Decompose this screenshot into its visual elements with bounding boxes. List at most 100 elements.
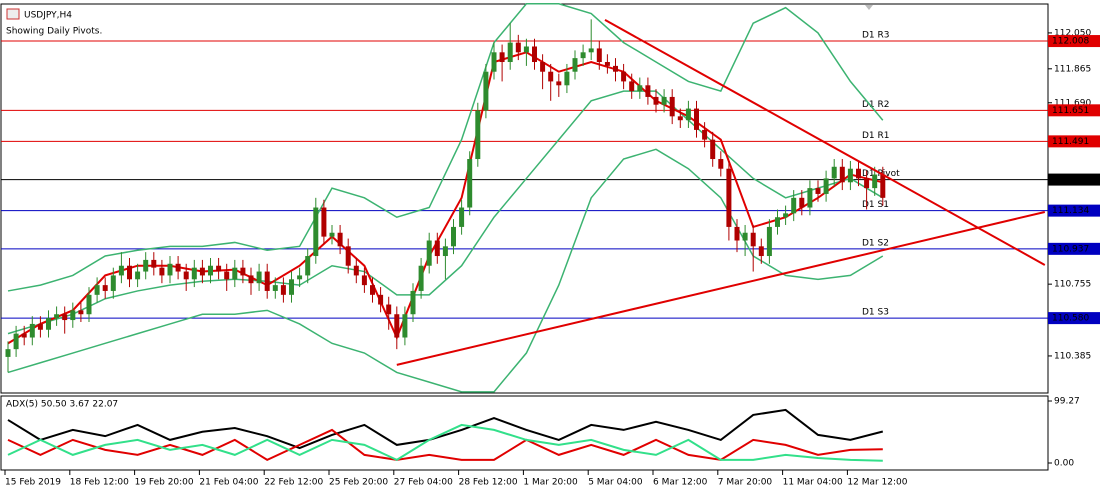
x-tick-label: 1 Mar 20:00 bbox=[523, 478, 578, 488]
y-tick-label: 99.27 bbox=[1054, 397, 1080, 407]
x-tick-label: 21 Feb 04:00 bbox=[199, 478, 258, 488]
candle-body bbox=[645, 85, 651, 97]
pivot-tag bbox=[1048, 204, 1100, 217]
candle-body bbox=[280, 285, 286, 295]
y-tick-label: 0.00 bbox=[1054, 459, 1074, 469]
pivot-value: 112.008 bbox=[1052, 37, 1089, 47]
candle-body bbox=[289, 279, 294, 295]
trendline bbox=[396, 211, 1046, 366]
candle-body bbox=[807, 188, 813, 208]
candle-body bbox=[361, 275, 367, 286]
pivot-value: 111.134 bbox=[1052, 206, 1089, 216]
candle-body bbox=[370, 285, 375, 295]
indicator-line bbox=[7, 428, 883, 462]
candle-body bbox=[839, 166, 845, 183]
candle-body bbox=[661, 96, 667, 105]
candle-body bbox=[37, 323, 43, 330]
candle-body bbox=[313, 207, 319, 257]
candle-body bbox=[337, 232, 343, 247]
y-tick-label: 111.690 bbox=[1054, 98, 1091, 108]
candle-body bbox=[297, 275, 303, 280]
candle-body bbox=[515, 42, 521, 53]
y-tick-label: 110.755 bbox=[1054, 280, 1091, 290]
candle-body bbox=[710, 139, 716, 160]
candle-body bbox=[775, 217, 780, 227]
candle-body bbox=[532, 46, 537, 63]
candle-body bbox=[208, 265, 213, 276]
candle-body bbox=[799, 197, 805, 208]
candle-body bbox=[5, 349, 11, 357]
candle-body bbox=[386, 304, 392, 315]
x-tick-label: 19 Feb 20:00 bbox=[135, 478, 194, 488]
candle-body bbox=[199, 267, 205, 276]
candle-body bbox=[718, 159, 724, 169]
candle-body bbox=[410, 290, 416, 315]
pivot-label: D1 S1 bbox=[862, 200, 889, 210]
candle-body bbox=[345, 246, 351, 266]
candle-body bbox=[475, 110, 481, 160]
candle-body bbox=[596, 48, 602, 63]
candle-body bbox=[548, 71, 554, 82]
candle-body bbox=[378, 294, 384, 305]
candle-body bbox=[442, 246, 448, 257]
candle-body bbox=[564, 71, 570, 86]
candle-body bbox=[815, 188, 821, 194]
candle-body bbox=[102, 285, 108, 291]
candle-body bbox=[394, 314, 400, 338]
candle-body bbox=[734, 226, 740, 241]
chart-subtitle: Showing Daily Pivots. bbox=[6, 27, 102, 37]
candle-body bbox=[127, 265, 132, 280]
candle-body bbox=[70, 310, 76, 321]
y-tick-label: 112.050 bbox=[1054, 28, 1091, 38]
indicator-line bbox=[7, 408, 884, 450]
candle-body bbox=[118, 265, 124, 276]
candle-body bbox=[402, 314, 408, 338]
pivot-label: D1 R3 bbox=[862, 31, 890, 41]
x-tick-label: 7 Mar 20:00 bbox=[718, 478, 773, 488]
candle-body bbox=[694, 108, 699, 130]
candle-body bbox=[183, 271, 189, 280]
pivot-tag bbox=[1048, 312, 1100, 325]
pivot-tag bbox=[1048, 35, 1100, 48]
candle-body bbox=[305, 256, 311, 276]
candle-body bbox=[151, 259, 157, 268]
candle-body bbox=[742, 232, 748, 241]
trendline bbox=[604, 19, 1046, 266]
candle-body bbox=[540, 62, 546, 72]
x-tick-label: 15 Feb 2019 bbox=[5, 478, 61, 488]
candle-body bbox=[467, 159, 473, 208]
chart-title: USDJPY,H4 bbox=[24, 11, 72, 21]
candle-body bbox=[62, 314, 68, 321]
candle-body bbox=[418, 265, 424, 291]
main-frame bbox=[0, 3, 1049, 394]
candle-body bbox=[191, 267, 197, 280]
candle-body bbox=[499, 52, 505, 63]
candle-body bbox=[726, 168, 732, 227]
candle-body bbox=[256, 271, 262, 284]
candle-body bbox=[232, 267, 238, 280]
candle-body bbox=[13, 333, 19, 350]
candle-body bbox=[580, 52, 586, 59]
x-tick-label: 25 Feb 20:00 bbox=[329, 478, 388, 488]
candle-body bbox=[459, 207, 465, 227]
candle-body bbox=[823, 178, 829, 194]
candle-body bbox=[272, 285, 278, 291]
candle-body bbox=[831, 166, 837, 179]
candle-body bbox=[750, 232, 756, 247]
candle-body bbox=[507, 42, 513, 63]
candle-body bbox=[240, 267, 246, 276]
pivot-tag bbox=[1048, 135, 1100, 148]
candle-body bbox=[872, 174, 878, 189]
x-tick-label: 5 Mar 04:00 bbox=[588, 478, 643, 488]
pivot-value: 110.580 bbox=[1052, 314, 1089, 324]
candle-body bbox=[685, 108, 691, 121]
candle-body bbox=[451, 226, 456, 247]
candle-body bbox=[783, 213, 789, 218]
pivot-label: D1 R1 bbox=[862, 131, 890, 141]
shift-marker bbox=[865, 5, 873, 10]
x-tick-label: 18 Feb 12:00 bbox=[70, 478, 129, 488]
indicator-title: ADX(5) 50.50 3.67 22.07 bbox=[6, 400, 118, 410]
candle-body bbox=[523, 46, 529, 53]
pivot-label: D1 S3 bbox=[862, 308, 889, 318]
candle-body bbox=[321, 207, 327, 237]
